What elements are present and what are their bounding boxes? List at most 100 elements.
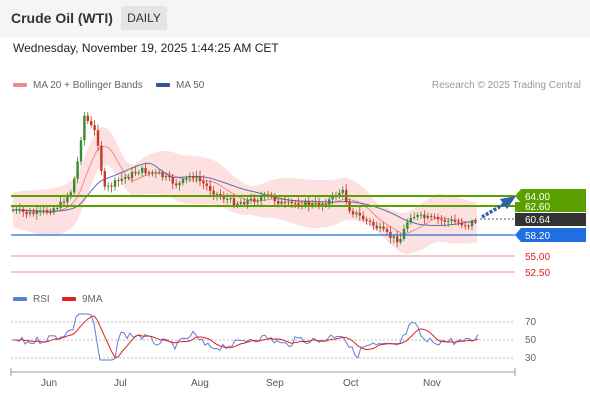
candle-body [243,202,246,205]
candle-body [79,140,83,162]
candle-body [338,192,341,197]
candle-body [430,215,433,217]
candle-body [423,214,426,219]
candle-body [283,201,287,203]
rsi-tick-70: 70 [525,317,537,328]
rsi-tick-50: 50 [525,335,537,346]
candle-body [90,121,93,126]
candle-body [147,172,151,174]
candle-body [45,210,49,213]
candle-body [215,193,219,195]
legend-ma50-label: MA 50 [176,80,205,91]
candle-body [249,198,253,201]
label-pivot: 58.20 [515,228,586,242]
candle-body [171,177,174,184]
candle-body [287,201,290,203]
candle-body [362,215,365,220]
candle-body [198,176,202,182]
candle-body [307,201,310,206]
candle-body [402,228,406,239]
candle-body [314,202,317,204]
candle-body [328,199,331,205]
candle-body [399,238,402,243]
ma20-line [12,145,478,234]
candle-body [168,175,171,178]
candle-body [11,209,15,211]
candle-body [433,216,436,218]
candle-body [120,178,123,181]
label-last: 60.64 [515,213,586,226]
candle-body [107,185,110,187]
candle-body [256,200,259,202]
candle-body [158,172,161,174]
label-last-text: 60.64 [525,215,550,226]
candle-body [443,219,446,222]
candle-body [18,209,21,211]
rsi-tick-30: 30 [525,353,537,364]
candle-body [185,177,188,179]
legend-ma50: MA 50 [156,80,204,91]
candle-body [59,201,62,208]
candle-body [154,172,157,174]
timestamp: Wednesday, November 19, 2025 1:44:25 AM … [13,41,279,55]
candle-body [103,171,106,187]
candle-body [453,220,457,222]
x-label-sep: Sep [266,378,284,389]
candle-body [419,214,423,216]
candle-body [392,236,395,238]
legend-ma50-swatch [156,83,170,88]
candle-body [117,180,120,182]
legend-9ma: 9MA [62,294,103,305]
candle-body [134,171,137,174]
bollinger-band [13,127,477,254]
candle-body [195,176,198,179]
candle-body [113,180,117,187]
candle-body [181,178,185,184]
candle-body [86,115,89,122]
label-pivot-text: 58.20 [525,231,550,242]
candle-body [253,198,256,202]
candle-body [110,185,113,187]
candle-body [355,212,358,215]
legend-rsi-swatch [13,297,27,302]
label-55: 55.00 [525,252,550,263]
candle-body [49,212,52,214]
candle-body [164,175,168,178]
candle-body [137,172,140,174]
legend-ma20-swatch [13,83,27,88]
candle-body [22,209,25,212]
candle-body [144,168,147,174]
candle-body [467,225,470,227]
candle-body [266,194,270,196]
candle-body [229,198,232,200]
candle-body [15,209,18,211]
candle-body [212,190,215,195]
tab-daily[interactable]: DAILY [121,6,167,30]
candle-body [28,212,32,215]
candle-body [379,226,382,229]
chart-header: Crude Oil (WTI) DAILY [0,0,590,37]
candle-body [447,220,450,222]
candle-body [175,183,178,186]
candle-body [470,221,474,227]
rsi-9ma-line [12,315,479,358]
candle-body [280,201,283,204]
legend-rsi: RSI [13,294,50,305]
label-64: 64.00 [515,189,586,203]
candle-body [222,196,225,200]
candle-body [25,211,28,215]
candle-body [304,201,307,206]
candle-body [73,178,76,193]
candle-body [409,217,412,223]
candle-body [273,196,276,202]
candle-body [317,202,321,207]
label-62-6-text: 62.60 [525,202,550,213]
candle-body [236,203,239,206]
candle-body [62,201,66,203]
candle-body [368,220,372,222]
candle-body [130,171,134,179]
label-52-5: 52.50 [525,268,550,279]
candle-body [406,222,409,229]
candle-body [358,212,361,216]
